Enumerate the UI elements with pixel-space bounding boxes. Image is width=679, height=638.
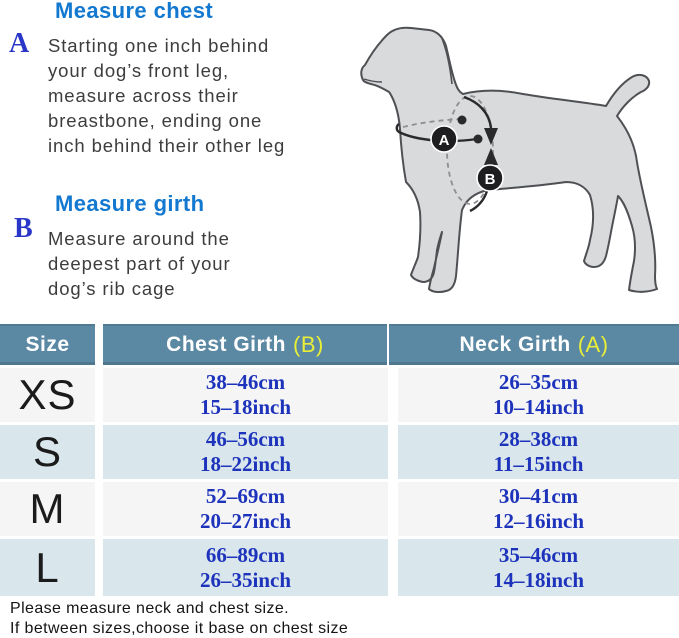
measure-chest-description: Starting one inch behind your dog’s fron… bbox=[48, 35, 286, 156]
table-row-s: S 46–56cm 18–22inch 28–38cm 11–15inch bbox=[0, 425, 679, 479]
size-cell: M bbox=[0, 482, 95, 536]
size-cell: S bbox=[0, 425, 95, 479]
neck-girth-tag: (A) bbox=[577, 331, 609, 357]
svg-text:B: B bbox=[485, 171, 496, 188]
table-row-l: L 66–89cm 26–35inch 35–46cm 14–18inch bbox=[0, 539, 679, 596]
footer-note: Please measure neck and chest size. If b… bbox=[10, 600, 349, 637]
table-header-row: Size Chest Girth (B) Neck Girth (A) bbox=[0, 324, 679, 365]
dog-measurement-diagram: A B bbox=[360, 26, 658, 294]
dog-mouth-line bbox=[363, 78, 383, 83]
chest-girth-cell: 46–56cm 18–22inch bbox=[103, 425, 388, 479]
size-table: Size Chest Girth (B) Neck Girth (A) XS 3… bbox=[0, 324, 679, 599]
measure-girth-title: Measure girth bbox=[55, 191, 205, 216]
neck-girth-header: Neck Girth (A) bbox=[389, 324, 679, 365]
neck-dashed-line bbox=[402, 118, 462, 128]
size-cell: L bbox=[0, 539, 95, 596]
neck-girth-cell: 28–38cm 11–15inch bbox=[398, 425, 679, 479]
dog-ear-line bbox=[440, 35, 453, 85]
chest-girth-cell: 38–46cm 15–18inch bbox=[103, 368, 388, 422]
arrow-up-icon bbox=[484, 148, 498, 165]
table-row-xs: XS 38–46cm 15–18inch 26–35cm 10–14inch bbox=[0, 368, 679, 422]
chest-point-dot bbox=[473, 134, 483, 144]
marker-a-badge: A bbox=[430, 125, 458, 153]
neck-girth-cell: 26–35cm 10–14inch bbox=[398, 368, 679, 422]
measure-girth-description: Measure around the deepest part of your … bbox=[48, 228, 231, 299]
girth-dashed-ellipse bbox=[446, 95, 494, 205]
table-row-m: M 52–69cm 20–27inch 30–41cm 12–16inch bbox=[0, 482, 679, 536]
chest-girth-header: Chest Girth (B) bbox=[103, 324, 387, 365]
svg-text:A: A bbox=[439, 132, 450, 149]
marker-a-label: A bbox=[9, 28, 30, 59]
dog-silhouette-shape bbox=[360, 26, 658, 294]
chest-girth-cell: 52–69cm 20–27inch bbox=[103, 482, 388, 536]
size-cell: XS bbox=[0, 368, 95, 422]
marker-b-label: B bbox=[14, 213, 33, 244]
measure-chest-title: Measure chest bbox=[55, 0, 214, 23]
girth-measure-arc-top bbox=[463, 95, 493, 129]
arrow-down-icon bbox=[484, 128, 498, 145]
size-header: Size bbox=[0, 324, 95, 365]
chest-girth-tag: (B) bbox=[293, 331, 324, 357]
chest-girth-cell: 66–89cm 26–35inch bbox=[103, 539, 388, 596]
girth-measure-arc-bottom bbox=[469, 190, 489, 213]
marker-b-badge: B bbox=[476, 164, 504, 192]
neck-point-dot bbox=[457, 115, 467, 125]
neck-girth-cell: 30–41cm 12–16inch bbox=[398, 482, 679, 536]
neck-girth-cell: 35–46cm 14–18inch bbox=[398, 539, 679, 596]
